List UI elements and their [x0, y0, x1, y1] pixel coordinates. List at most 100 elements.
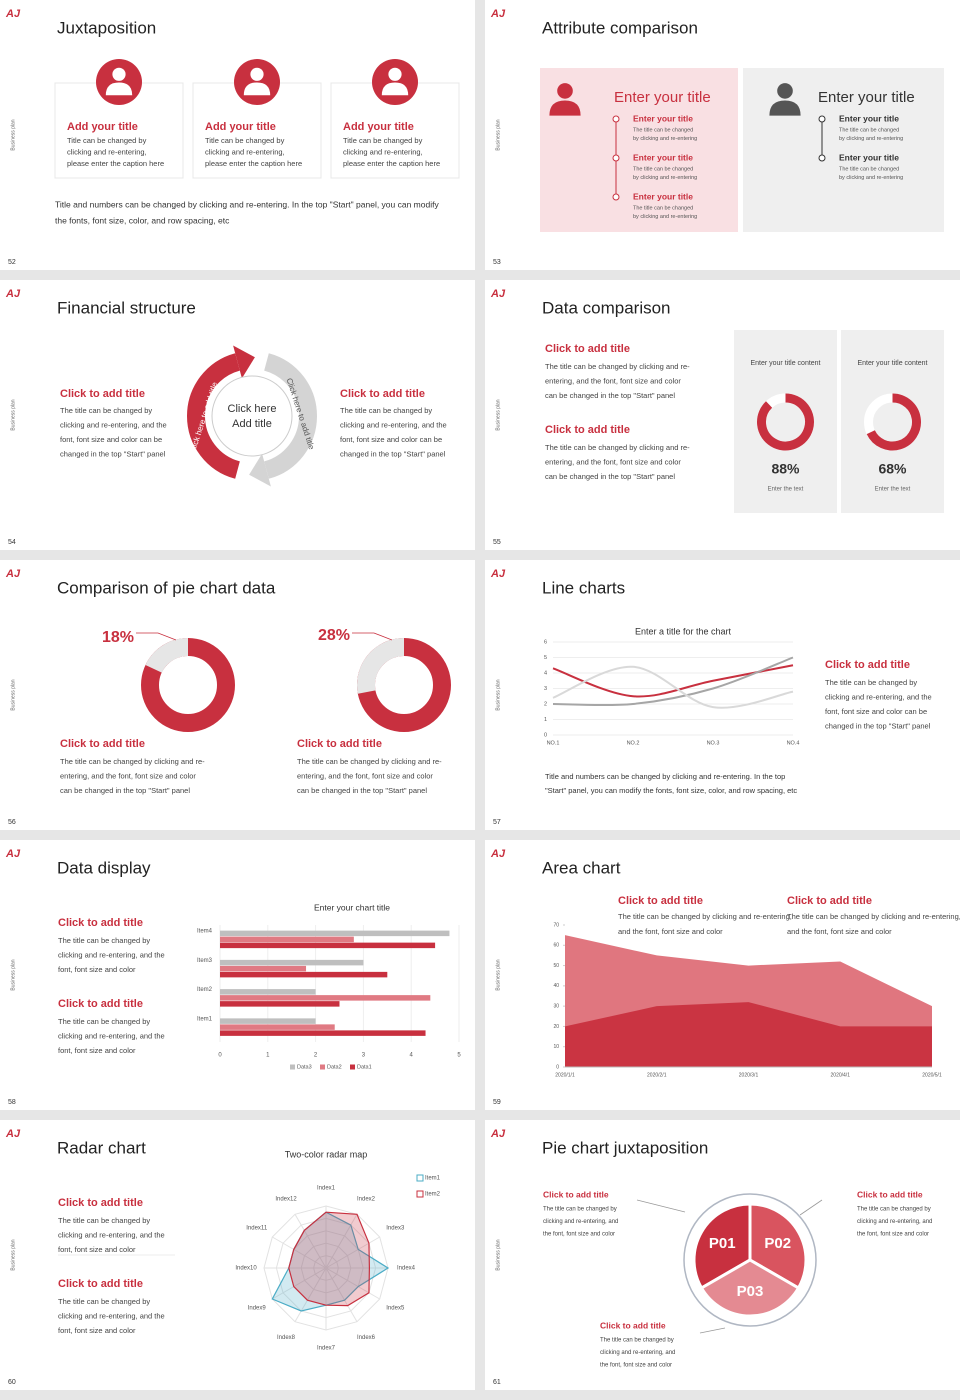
person-icon-body [549, 100, 581, 116]
block-text: The title can be changed by clicking and… [787, 912, 960, 921]
person-icon-head [777, 83, 793, 99]
y-tick-label: Item3 [197, 958, 213, 964]
timeline-dot [612, 115, 620, 123]
logo: AJ [490, 1128, 506, 1140]
page-number: 58 [8, 1099, 16, 1106]
axis-label: Index11 [246, 1226, 268, 1232]
block-text: font, font size and color can be [825, 707, 927, 716]
y-tick-label: 20 [553, 1024, 559, 1030]
block-text: clicking and re-entering, and the [60, 420, 167, 429]
axis-label: Index4 [397, 1266, 416, 1272]
spoke [325, 1214, 358, 1269]
block-text: The title can be changed by [600, 1338, 674, 1344]
x-tick-label: 2020/5/1 [922, 1072, 942, 1078]
sector-label: P03 [737, 1283, 764, 1300]
axis-label: Index1 [317, 1186, 336, 1192]
block-text: clicking and re-entering, and the [825, 692, 932, 701]
x-tick-label: 5 [457, 1053, 461, 1059]
axis-label: Index9 [248, 1306, 267, 1312]
block-text: clicking and re-entering, and the [58, 1230, 165, 1239]
legend-swatch [320, 1064, 325, 1070]
page-number: 52 [8, 259, 16, 266]
logo: AJ [5, 1128, 21, 1140]
legend-swatch [350, 1064, 355, 1070]
icon-badge [372, 59, 418, 105]
pie-sector [699, 1258, 801, 1318]
block-text: The title can be changed by [58, 1216, 150, 1225]
block-heading: Add your title [67, 121, 138, 133]
slide: AJ Business plan 52 Juxtaposition Add your t… [0, 0, 475, 270]
y-tick-label: 60 [553, 943, 559, 949]
x-tick-label: 1 [266, 1053, 270, 1059]
page-number: 55 [493, 539, 501, 546]
block-heading: Click to add title [58, 917, 143, 929]
slide: AJ Business plan 56 Comparison of pie chart… [0, 560, 475, 830]
value-label: 88% [771, 461, 800, 477]
leader-line [799, 1199, 823, 1216]
slide-title: Juxtaposition [57, 18, 156, 37]
block-text: clicking and re-entering, and [857, 1219, 932, 1225]
chart-title: Two-color radar map [285, 1149, 368, 1159]
block-heading: Click to add title [543, 1189, 609, 1199]
chart-title: Enter a title for the chart [635, 626, 732, 636]
logo: AJ [5, 288, 21, 300]
slide: AJ Business plan 55 Data comparison Click to… [485, 280, 960, 550]
block-text: clicking and re-entering, and [543, 1219, 618, 1225]
block-text: The title can be changed by clicking and… [60, 757, 205, 766]
block-text: can be changed in the top "Start" panel [297, 786, 427, 795]
logo: AJ [490, 568, 506, 580]
page-number: 60 [8, 1379, 16, 1386]
spoke [325, 1267, 380, 1300]
person-icon-body [105, 82, 133, 96]
radar-series [288, 1211, 371, 1307]
line-series [552, 665, 794, 709]
timeline-dot [612, 154, 620, 162]
timeline-dot [612, 193, 620, 201]
legend-swatch [416, 1174, 424, 1182]
value-label: 18% [102, 629, 134, 646]
block-heading: Click to add title [58, 998, 143, 1010]
block-text: clicking and re-entering, and the [58, 1311, 165, 1320]
block-text: font, font size and color can be [60, 435, 162, 444]
bar [220, 1030, 426, 1036]
block-heading: Click to add title [58, 1197, 143, 1209]
block-text: the font, font size and color [543, 1232, 615, 1238]
sector-label: P01 [709, 1235, 736, 1252]
center-text: Click here [228, 403, 277, 415]
slide-title: Area chart [542, 858, 621, 877]
spoke [325, 1236, 380, 1269]
block-text: clicking and re-entering, and the [58, 1031, 165, 1040]
slide-title: Attribute comparison [542, 18, 698, 37]
block-heading: Click to add title [600, 1320, 666, 1330]
block-text: The title can be changed by [58, 1297, 150, 1306]
slide: AJ Business plan 57 Line charts Enter a titl… [485, 560, 960, 830]
block-text: The title can be changed by clicking and… [545, 443, 690, 452]
block-text: font, font size and color [58, 1326, 136, 1335]
footer-text: Title and numbers can be changed by clic… [55, 199, 439, 209]
block-text: can be changed in the top "Start" panel [60, 786, 190, 795]
leader-line [352, 632, 393, 641]
bar [220, 959, 364, 966]
person-icon-head [112, 67, 126, 81]
legend-label: Item1 [425, 1176, 441, 1182]
block-text: can be changed in the top "Start" panel [545, 472, 675, 481]
person-icon-body [243, 82, 271, 96]
card [841, 330, 944, 513]
side-label: Business plan [495, 399, 501, 430]
block-heading: Click to add title [545, 343, 630, 355]
chart-title: Enter your chart title [314, 902, 390, 912]
block-text: changed in the top "Start" panel [340, 449, 446, 458]
block-heading: Click to add title [825, 659, 910, 671]
item-heading: Enter your title [633, 113, 693, 123]
bar [220, 942, 436, 949]
y-tick-label: 0 [544, 732, 547, 738]
legend-label: Data2 [327, 1064, 342, 1070]
block-text: clicking and re-entering, and the [340, 420, 447, 429]
logo: AJ [5, 848, 21, 860]
item-text: The title can be changed [633, 166, 693, 172]
spoke [294, 1214, 327, 1269]
block-text: The title can be changed by [857, 1207, 931, 1213]
item-heading: Enter your title [633, 152, 693, 162]
x-tick-label: NO.2 [627, 740, 640, 746]
